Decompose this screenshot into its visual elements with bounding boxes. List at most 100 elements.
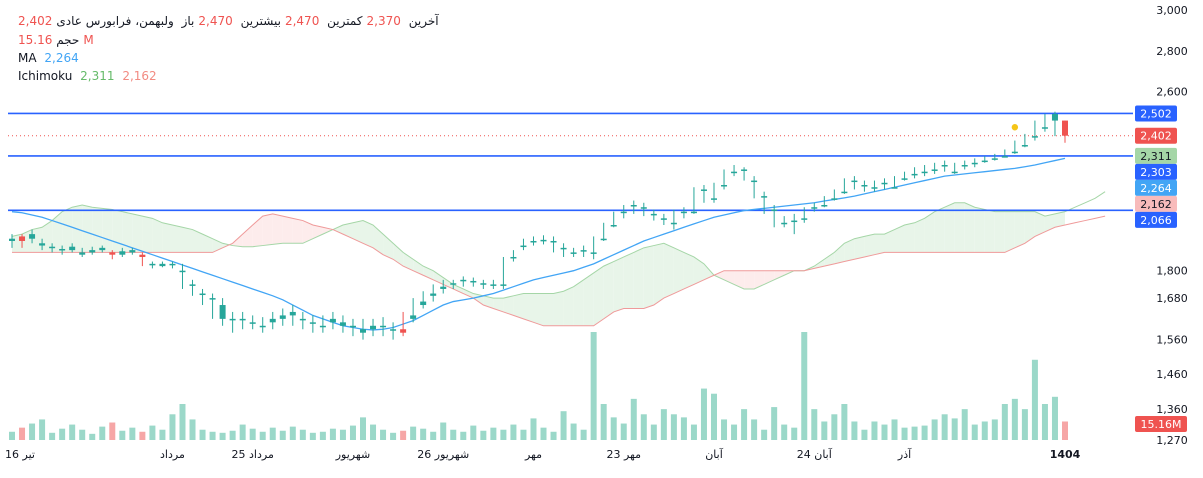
open-value: 2,470 [198,14,233,28]
cloud-segment [262,213,273,246]
symbol-name[interactable]: ولبهمن، فرابورس عادی [56,14,174,28]
event-marker [1011,124,1019,131]
x-tick-label: 23 مهر [606,448,641,461]
candle-body [59,248,66,251]
volume-bar [370,424,377,440]
volume-label: حجم [56,33,80,47]
high-label: بیشترین [240,14,281,28]
volume-bar [680,417,687,440]
x-tick-label: 26 شهریور [417,448,469,461]
volume-bar [239,424,246,440]
volume-bar [610,417,617,440]
volume-bar [199,429,206,440]
cloud-segment [272,213,283,245]
volume-bar [580,429,587,440]
volume-bar [851,421,858,440]
cloud-segment [152,218,163,253]
candle-body [620,211,627,214]
candle-body [269,318,276,323]
cloud-segment [653,243,664,306]
candle-body [861,185,868,187]
volume-bar [249,428,256,440]
cloud-segment [302,220,313,244]
candle-body [1041,127,1048,129]
candle-body [500,284,507,286]
cloud-segment [734,270,745,289]
cloud-segment [543,293,554,326]
ichimoku-value-1: 2,311 [80,69,115,83]
volume-bar [690,424,697,440]
candle-body [831,198,838,200]
cloud-segment [232,234,243,247]
cloud-segment [643,245,654,309]
candle-body [721,185,728,187]
cloud-segment [673,247,684,294]
close-value: 2,402 [18,14,53,28]
cloud-segment [834,243,845,264]
cloud-segment [583,272,594,326]
cloud-segment [413,259,424,276]
volume-bar [440,422,447,440]
candle-body [309,322,316,324]
legend-ma[interactable]: MA 2,264 [18,51,83,65]
candle-body [540,239,547,242]
x-tick-label: مهر [524,448,542,461]
volume-bar [49,432,56,440]
volume-bar [731,424,738,440]
candle-body [781,222,788,225]
candle-body [69,246,76,251]
volume-bar [400,430,407,440]
volume-bar [640,414,647,440]
volume-bar [159,429,166,440]
candle-body [420,301,427,306]
volume-bar [309,432,316,440]
x-tick-label: مرداد [160,448,185,461]
cloud-segment [1044,213,1055,232]
volume-bar [319,431,326,440]
candle-body [329,318,336,323]
volume-bar [9,431,15,440]
volume-bar [480,430,487,440]
candle-body [169,263,176,266]
legend-ichimoku[interactable]: Ichimoku 2,311 2,162 [18,69,161,83]
candle-body [921,171,928,174]
cloud-segment [132,213,143,253]
candle-body [490,284,497,286]
volume-bar [781,424,788,440]
cloud-segment [964,202,975,253]
candle-body [199,293,206,296]
candle-body [109,252,116,255]
volume-bar [771,407,778,440]
volume-bar [69,424,76,440]
candle-body [179,270,186,273]
candle-body [119,251,126,255]
candle-body [189,284,196,286]
candle-body [791,220,798,223]
cloud-segment [172,225,183,253]
candle-body [550,240,557,243]
candle-body [981,160,988,163]
cloud-segment [874,234,885,255]
cloud-segment [954,202,965,253]
ichimoku-span-b [12,213,1106,327]
volume-bar [761,429,768,440]
cloud-segment [332,225,343,235]
volume-bar [59,428,66,440]
volume-bar [971,424,978,440]
volume-bar [871,421,878,440]
candle-body [149,263,156,266]
volume-bar [911,426,918,440]
cloud-segment [182,227,193,253]
candle-body [380,325,387,328]
volume-bar [410,426,417,440]
volume-bar [981,421,988,440]
candle-body [29,234,36,239]
volume-bar [490,427,497,440]
candle-body [690,211,697,214]
volume-bar [841,404,848,440]
price-tag-label: 2,303 [1140,166,1172,179]
cloud-segment [513,293,524,319]
volume-bar [360,417,366,440]
volume-bar [811,409,818,440]
